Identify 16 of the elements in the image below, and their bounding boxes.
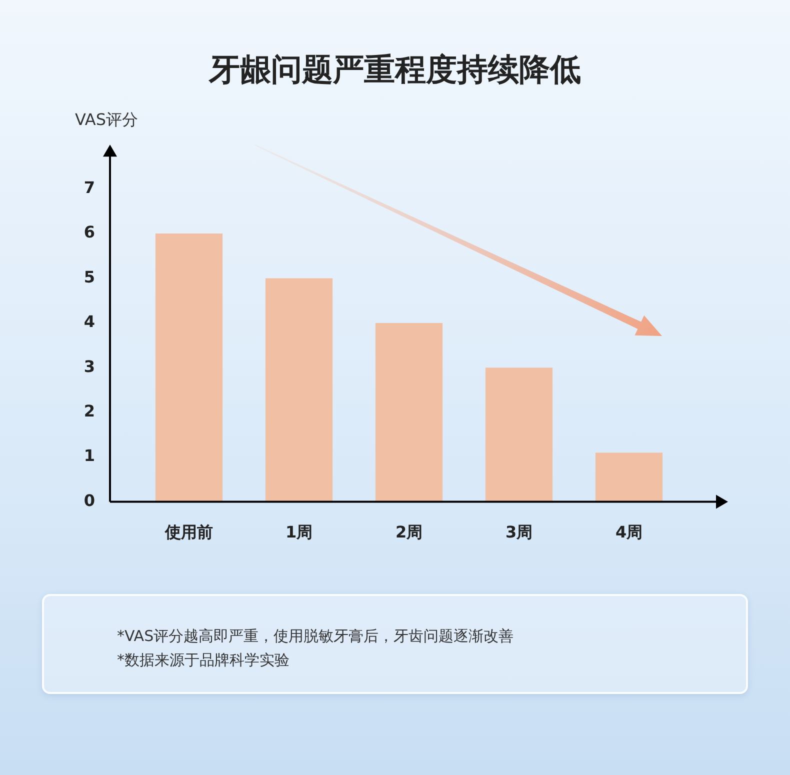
y-tick-label: 3 [84,356,95,376]
y-tick-label: 2 [84,402,95,421]
x-tick-label: 3周 [505,522,533,542]
y-tick-label: 6 [84,222,95,242]
y-tick-label: 0 [84,490,95,510]
x-tick-label: 1周 [285,522,313,542]
y-tick-label: 1 [84,446,95,466]
y-tick-label: 4 [84,312,95,332]
note-box: *VAS评分越高即严重，使用脱敏牙膏后，牙齿问题逐渐改善 *数据来源于品牌科学实验 [42,594,748,694]
y-tick-label: 5 [84,267,95,286]
x-tick-label: 使用前 [164,522,213,542]
x-tick-label: 2周 [395,522,423,542]
x-tick-label: 4周 [615,522,643,542]
y-tick-label: 7 [84,178,95,197]
y-axis-title: VAS评分 [75,109,138,131]
chart-title: 牙龈问题严重程度持续降低 [208,51,582,90]
